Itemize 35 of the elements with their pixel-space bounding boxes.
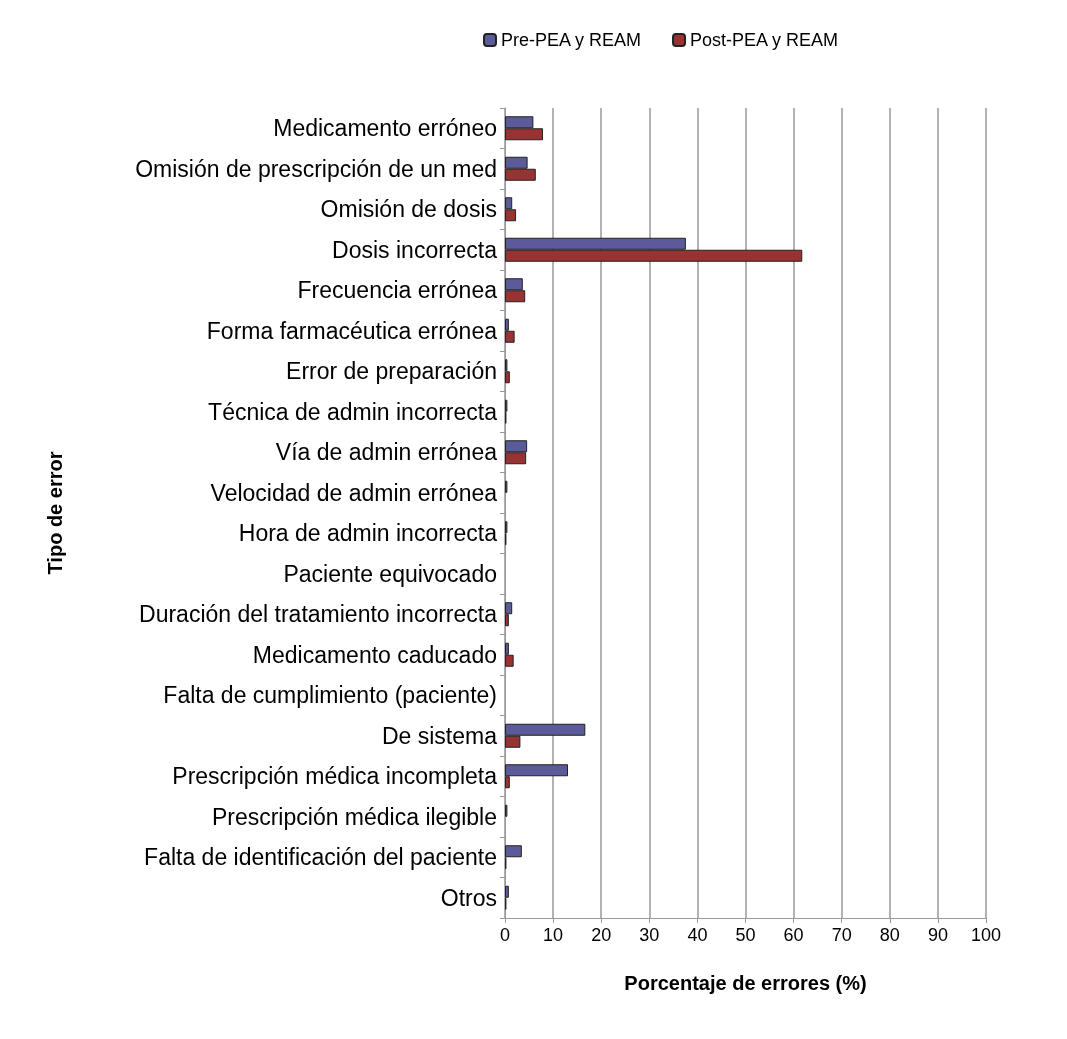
x-axis-title: Porcentaje de errores (%) [624, 972, 867, 994]
x-tick-label: 20 [591, 925, 612, 945]
y-tick-label: Dosis incorrecta [332, 236, 498, 263]
legend-label: Pre-PEA y REAM [501, 30, 642, 50]
x-tick-label: 90 [927, 925, 948, 945]
x-tick-label: 100 [970, 925, 1002, 945]
y-tick-label: Omisión de prescripción de un med [135, 155, 497, 182]
y-tick-label: Velocidad de admin errónea [210, 479, 498, 506]
y-tick-label: Prescripción médica ilegible [211, 803, 497, 830]
x-tick-label: 70 [831, 925, 852, 945]
y-tick-label: Vía de admin errónea [275, 439, 498, 466]
y-tick-label: Técnica de admin incorrecta [208, 398, 498, 425]
x-tick-label: 30 [639, 925, 660, 945]
y-tick-label: Medicamento erróneo [273, 115, 497, 142]
y-tick-label: Paciente equivocado [283, 560, 497, 587]
y-tick-label: Prescripción médica incompleta [172, 763, 498, 790]
x-tick-label: 50 [735, 925, 756, 945]
y-tick-label: Hora de admin incorrecta [238, 520, 498, 547]
y-tick-label: Otros [440, 884, 497, 911]
x-tick-label: 0 [499, 925, 511, 945]
y-tick-label: Medicamento caducado [252, 641, 497, 668]
y-tick-label: Duración del tratamiento incorrecta [139, 601, 498, 628]
y-tick-label: Falta de cumplimiento (paciente) [163, 682, 497, 709]
y-tick-label: Forma farmacéutica errónea [206, 317, 498, 344]
x-tick-label: 80 [879, 925, 900, 945]
y-tick-label: Error de preparación [286, 358, 497, 385]
y-axis-title: Tipo de error [44, 451, 66, 575]
y-tick-label: Omisión de dosis [320, 196, 497, 223]
legend-label: Post-PEA y REAM [690, 30, 839, 50]
x-tick-label: 10 [543, 925, 564, 945]
y-tick-label: De sistema [381, 722, 498, 749]
y-tick-label: Frecuencia errónea [297, 277, 498, 304]
x-tick-label: 40 [687, 925, 708, 945]
x-tick-label: 60 [783, 925, 804, 945]
y-tick-label: Falta de identificación del paciente [144, 844, 497, 871]
